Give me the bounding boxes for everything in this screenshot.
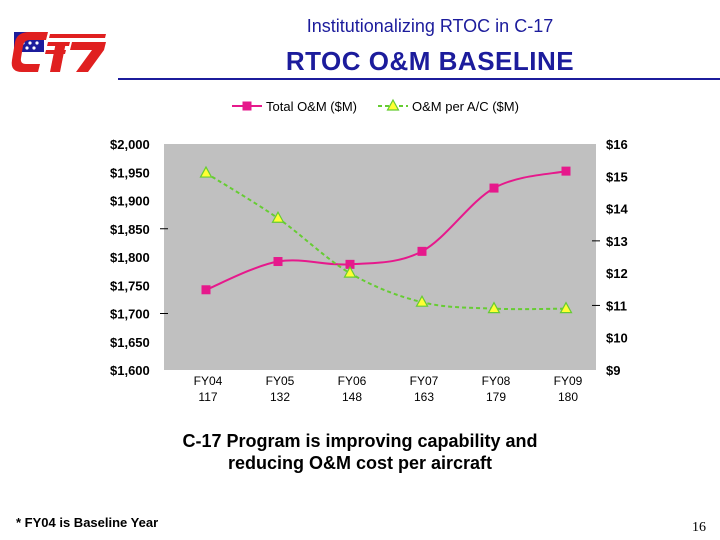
right-tick-label: $9 <box>606 363 620 378</box>
left-tick-label: $1,750 <box>110 278 150 293</box>
logo-one <box>50 42 66 72</box>
chart-legend: Total O&M ($M) O&M per A/C ($M) <box>232 98 519 114</box>
x-tick-sublabel: 148 <box>342 390 362 404</box>
plot-area <box>164 144 596 370</box>
per-ac-point <box>559 301 573 314</box>
legend-total-marker <box>242 101 252 111</box>
per-ac-point <box>415 294 429 307</box>
x-tick-sublabel: 117 <box>198 390 217 404</box>
per-ac-point <box>199 165 213 178</box>
x-tick-label: FY07 <box>410 374 439 388</box>
series-total-om-line <box>205 170 567 291</box>
chart-caption: C-17 Program is improving capability and… <box>80 430 640 474</box>
x-tick-label: FY06 <box>338 374 367 388</box>
x-tick-label: FY04 <box>194 374 223 388</box>
legend-per-ac-label: O&M per A/C ($M) <box>412 99 519 114</box>
per-ac-point <box>271 211 285 223</box>
right-tick-label: $16 <box>606 137 628 152</box>
left-tick-label: $2,000 <box>110 137 150 152</box>
x-tick-label: FY09 <box>554 374 583 388</box>
right-tick-label: $10 <box>606 331 628 346</box>
total-om-point <box>561 166 571 176</box>
om-baseline-chart: Total O&M ($M) O&M per A/C ($M) $2,000 $1,… <box>110 98 628 404</box>
legend-total-label: Total O&M ($M) <box>266 99 357 114</box>
logo-c-shape <box>11 32 48 72</box>
footnote: * FY04 is Baseline Year <box>16 515 159 530</box>
page-number: 16 <box>692 520 706 535</box>
caption-line-2: reducing O&M cost per aircraft <box>227 453 493 473</box>
legend-per-ac-marker <box>386 98 400 111</box>
page-title: RTOC O&M BASELINE <box>285 46 575 76</box>
caption-line-1: C-17 Program is improving capability and <box>182 431 538 451</box>
total-om-point <box>273 257 283 267</box>
title-divider <box>118 78 720 80</box>
left-tick-label: $1,950 <box>110 165 150 180</box>
x-tick-sublabel: 132 <box>270 390 290 404</box>
x-tick-sublabel: 163 <box>414 390 434 404</box>
left-tick-label: $1,600 <box>110 363 150 378</box>
left-tick-label: $1,650 <box>110 335 150 350</box>
left-tick-label: $1,700 <box>110 307 150 322</box>
total-om-point <box>417 246 427 256</box>
right-tick-label: $13 <box>606 234 628 249</box>
left-tick-label: $1,850 <box>110 222 150 237</box>
x-tick-label: FY05 <box>266 374 295 388</box>
c17-logo <box>11 32 106 72</box>
logo-seven <box>70 42 106 72</box>
total-om-point <box>345 259 355 269</box>
per-ac-point <box>487 301 501 314</box>
left-tick-label: $1,900 <box>110 194 150 209</box>
series-per-ac-line <box>205 172 567 311</box>
right-tick-label: $15 <box>606 169 628 184</box>
left-tick-label: $1,800 <box>110 250 150 265</box>
subtitle: Institutionalizing RTOC in C-17 <box>306 16 554 36</box>
total-om-point <box>489 183 499 193</box>
right-tick-label: $11 <box>606 298 627 313</box>
total-om-point <box>201 285 211 295</box>
per-ac-point <box>343 265 357 278</box>
x-tick-sublabel: 180 <box>558 390 578 404</box>
x-tick-sublabel: 179 <box>486 390 506 404</box>
x-tick-label: FY08 <box>482 374 511 388</box>
right-tick-label: $14 <box>606 202 628 217</box>
right-tick-label: $12 <box>606 266 628 281</box>
